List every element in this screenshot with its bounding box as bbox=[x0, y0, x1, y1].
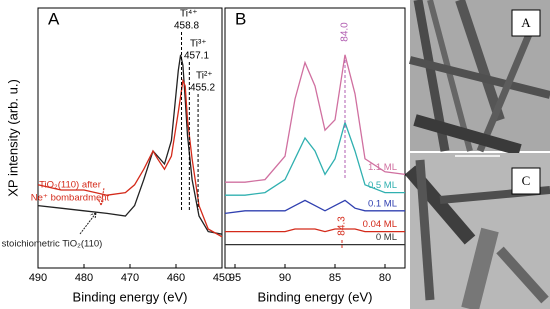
annotation: TiO₂(110) after bbox=[39, 180, 101, 191]
peak-label: Ti²⁺ bbox=[196, 71, 213, 82]
x-tick-label: 460 bbox=[167, 272, 185, 284]
panel-label: B bbox=[235, 9, 246, 28]
x-tick-label: 480 bbox=[75, 272, 93, 284]
x-tick-label: 85 bbox=[329, 272, 341, 284]
series-label: 0.1 ML bbox=[368, 198, 397, 209]
series-label: 0.5 ML bbox=[368, 180, 397, 191]
series-line bbox=[38, 81, 222, 237]
peak-label: Ti³⁺ bbox=[190, 39, 207, 50]
marker-label: 84.3 bbox=[337, 216, 348, 236]
figure: A C A490480470460450Binding energy (eV)X… bbox=[0, 0, 550, 309]
marker-label: 84.0 bbox=[340, 22, 351, 42]
peak-value: 458.8 bbox=[174, 21, 199, 32]
annotation: Ne⁺ bombardment bbox=[31, 193, 110, 204]
series-label: 0 ML bbox=[376, 232, 397, 243]
annotation: stoichiometric TiO₂(110) bbox=[2, 239, 103, 250]
peak-label: Ti⁴⁺ bbox=[180, 9, 198, 20]
x-axis-label: Binding energy (eV) bbox=[258, 289, 373, 304]
tem-images: A C bbox=[410, 0, 550, 309]
x-tick-label: 95 bbox=[229, 272, 241, 284]
series-label: 1.1 ML bbox=[368, 162, 397, 173]
image-label: C bbox=[522, 173, 531, 188]
x-tick-label: 90 bbox=[279, 272, 291, 284]
x-axis-label: Binding energy (eV) bbox=[73, 289, 188, 304]
y-axis-label: XP intensity (arb. u.) bbox=[5, 79, 20, 197]
x-tick-label: 470 bbox=[121, 272, 139, 284]
panel-label: A bbox=[48, 9, 60, 28]
peak-value: 457.1 bbox=[184, 51, 209, 62]
image-label: A bbox=[521, 15, 531, 30]
x-tick-label: 490 bbox=[29, 272, 47, 284]
annotation-arrow bbox=[80, 213, 96, 234]
x-tick-label: 80 bbox=[379, 272, 391, 284]
series-label: 0.04 ML bbox=[363, 219, 397, 230]
peak-value: 455.2 bbox=[190, 83, 215, 94]
